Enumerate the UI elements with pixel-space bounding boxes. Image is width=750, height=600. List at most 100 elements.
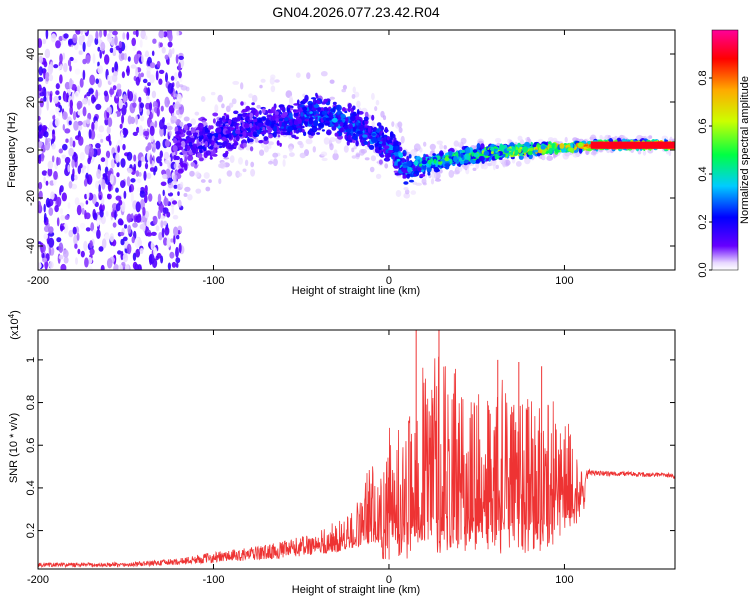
spectrogram-cell <box>433 166 440 173</box>
spectrogram-cell <box>395 190 402 197</box>
spectrogram-cell <box>149 125 155 136</box>
spectrogram-cell <box>135 201 141 213</box>
snr-ytick-label: 0.4 <box>25 480 37 495</box>
spectrogram-cell <box>140 72 144 78</box>
spectrogram-cell <box>348 123 353 130</box>
spectrogram-cell <box>386 139 392 144</box>
spectrogram-cell <box>78 50 84 56</box>
spectrogram-cell <box>354 91 360 98</box>
spectrogram-cell <box>378 159 383 165</box>
spectrogram-cell <box>82 98 88 105</box>
spectrogram-cell <box>178 62 182 72</box>
spectrogram-cell <box>38 125 42 132</box>
snr-panel: -200 -100 0 100 0.2 0.4 0.6 0.8 1 Height of stra… <box>7 310 676 596</box>
spectrogram-cell <box>235 135 240 142</box>
spectrogram-cell <box>205 150 211 156</box>
spectrogram-cell <box>105 156 109 167</box>
spectrogram-cell <box>257 122 263 128</box>
spectrogram-cell <box>305 138 313 145</box>
spectrogram-cell <box>162 220 168 226</box>
spectrogram-cell <box>268 133 274 139</box>
spectrogram-cell <box>67 59 72 67</box>
spectrogram-cell <box>448 150 453 157</box>
spectrogram-cell <box>173 180 178 184</box>
spectrogram-cell <box>227 133 232 140</box>
spectrogram-cell <box>187 194 193 201</box>
spectrogram-cell <box>96 133 103 139</box>
spectrogram-cell <box>66 92 69 101</box>
spectrogram-cell <box>138 96 142 103</box>
spectrogram-cell <box>164 159 170 165</box>
spectrogram-cell <box>547 137 554 142</box>
spectrogram-cell <box>280 132 284 136</box>
snr-ytick-label: 1 <box>25 357 37 363</box>
spectrogram-cell <box>419 173 426 177</box>
spectrogram-cell <box>118 47 123 54</box>
spectrogram-cell <box>404 189 410 195</box>
spectrogram-cell <box>342 84 347 90</box>
spectrogram-cell <box>502 153 506 158</box>
spectrogram-cell <box>603 141 607 149</box>
spectrogram-cell <box>480 143 485 150</box>
spectrogram-cell <box>69 56 74 62</box>
spectrogram-cell <box>537 149 543 154</box>
spectrogram-cell <box>498 157 503 160</box>
spectrogram-cell <box>60 263 67 270</box>
spectrogram-cell <box>267 141 274 146</box>
colorbar-axes: 0.0 0.2 0.4 0.6 0.8 <box>697 70 712 278</box>
spectrogram-cell <box>159 42 163 48</box>
spectrogram-cell <box>371 133 376 136</box>
spectrogram-cell <box>49 93 53 103</box>
spectrogram-cell <box>190 162 196 167</box>
spectrogram-cell <box>242 142 247 148</box>
snr-xtick-label: 100 <box>555 574 573 586</box>
figure-title: GN04.2026.077.23.42.R04 <box>272 4 440 20</box>
spectrogram-cell <box>183 124 188 131</box>
spectrogram-cell <box>393 170 399 173</box>
spectrogram-cell <box>332 101 337 105</box>
spectrogram-cell <box>310 116 314 120</box>
spectrogram-cell <box>84 209 87 220</box>
spectrogram-cell <box>95 78 99 84</box>
spectrogram-cell <box>214 104 219 113</box>
spectrogram-cell <box>221 103 225 109</box>
spectrogram-cell <box>72 111 77 121</box>
spectrogram-cell <box>61 192 67 202</box>
spectrogram-cell <box>175 262 179 268</box>
spectrogram-cell <box>68 229 74 238</box>
spectrogram-cell <box>263 129 267 135</box>
spectrogram-cell <box>118 40 123 49</box>
spectrogram-cell <box>168 130 172 137</box>
spectrogram-cell <box>168 32 173 42</box>
spectrogram-cell <box>132 222 138 228</box>
spectrogram-cell <box>61 154 67 159</box>
spectrogram-cell <box>478 155 485 162</box>
spectrogram-cell <box>182 150 188 155</box>
spectrogram-cell <box>284 132 290 136</box>
spectrogram-cell <box>87 112 92 121</box>
spectrogram-cell <box>126 243 132 255</box>
spectrogram-cell <box>208 139 212 144</box>
spectrogram-cell <box>75 30 81 35</box>
spectrogram-cell <box>111 66 115 73</box>
spectrogram-cell <box>324 122 330 126</box>
spectrogram-cell <box>53 170 58 180</box>
spectrogram-cell <box>160 220 164 229</box>
spectrogram-cell <box>110 158 116 169</box>
spectrogram-cell <box>134 263 139 270</box>
spectrogram-xtick-label: 0 <box>386 275 392 287</box>
spectrogram-cell <box>43 203 46 213</box>
spectrogram-cell <box>56 237 62 243</box>
spectrogram-cell <box>109 88 115 95</box>
spectrogram-cell <box>218 178 222 185</box>
spectrogram-cell <box>232 80 240 85</box>
spectrogram-cell <box>107 193 112 200</box>
spectrogram-cell <box>393 145 400 153</box>
spectrogram-cell <box>217 133 222 139</box>
spectrogram-cell <box>436 140 443 145</box>
spectrogram-cell <box>443 145 447 150</box>
spectrogram-cell <box>95 89 99 100</box>
spectrogram-cell <box>163 151 170 160</box>
spectrogram-cell <box>256 129 261 135</box>
spectrogram-cell <box>76 100 83 109</box>
